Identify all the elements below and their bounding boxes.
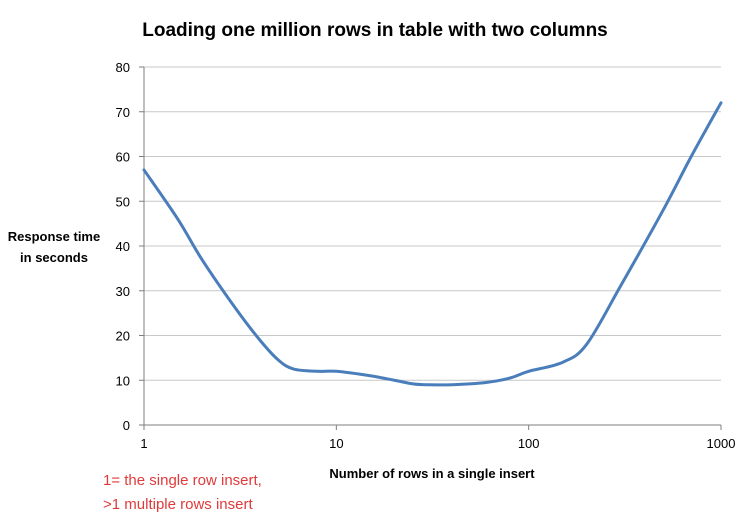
chart-title: Loading one million rows in table with t… [142,20,608,41]
x-tick-labels: 1 10 100 1000 [140,436,735,451]
y-tick-label-10: 10 [116,373,130,388]
y-tick-label-30: 30 [116,284,130,299]
x-tick-label-10: 10 [329,436,343,451]
y-tick-label-40: 40 [116,239,130,254]
y-axis-label-line2: in seconds [20,250,88,265]
y-tick-label-60: 60 [116,150,130,165]
x-axis-label: Number of rows in a single insert [329,466,535,481]
x-tick-label-1: 1 [140,436,147,451]
y-tick-label-0: 0 [123,418,130,433]
axis-layer [139,66,722,430]
y-tick-label-50: 50 [116,194,130,209]
y-tick-label-80: 80 [116,60,130,75]
annotation-line2: >1 multiple rows insert [103,496,253,513]
x-tick-label-100: 100 [518,436,540,451]
grid-layer [144,66,721,381]
series-line-0 [142,101,723,387]
y-tick-labels: 0 10 20 30 40 50 60 70 80 [116,60,130,433]
y-tick-label-70: 70 [116,105,130,120]
y-axis-label-line1: Response time [8,229,100,244]
y-tick-label-20: 20 [116,329,130,344]
series-layer [142,101,723,387]
annotation-line1: 1= the single row insert, [103,472,262,489]
x-tick-label-1000: 1000 [707,436,736,451]
